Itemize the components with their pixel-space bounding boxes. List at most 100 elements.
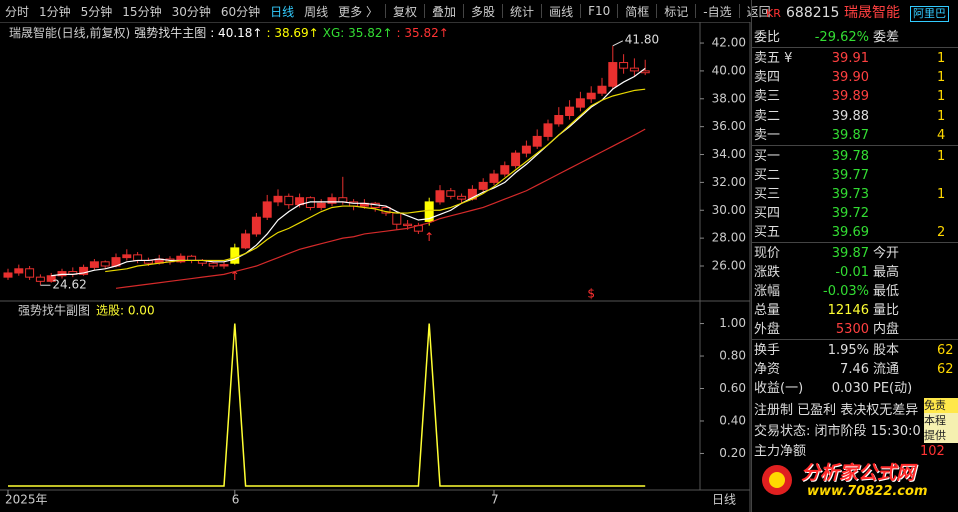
tool-button[interactable]: 统计 (510, 4, 535, 19)
period-tab[interactable]: 周线 (304, 4, 329, 19)
candle-body (219, 264, 229, 267)
quote-label: 委比 (754, 30, 781, 45)
quote-value: 39.87 (831, 128, 869, 143)
candle-body (187, 255, 197, 261)
quote-value: 7.46 (840, 362, 869, 377)
tool-button[interactable]: 叠加 (432, 4, 457, 19)
y-tick-label: 0.80 (719, 349, 746, 363)
quote-value: 1.95% (827, 343, 869, 358)
candle-body (35, 276, 45, 282)
separator (656, 4, 658, 18)
popup-line: 提供 (924, 429, 946, 442)
separator (541, 4, 543, 18)
divider (752, 47, 958, 48)
candle-body (284, 195, 294, 206)
quote-panel: KR 688215 瑞晟智能 阿里巴 委比 -29.62% 委差 卖五 ¥ 39.91 1… (751, 0, 958, 512)
candle-body (262, 201, 272, 218)
quote-value: 39.77 (831, 168, 869, 183)
candle-body (241, 233, 251, 249)
candle-body (3, 272, 13, 278)
logo (762, 465, 792, 495)
annotation-label: 24.62 (52, 278, 86, 292)
candle-body (327, 197, 337, 204)
quote-row: 净资 7.46 流通 62 (752, 360, 958, 379)
period-tab[interactable]: 日线 (270, 4, 295, 19)
tool-button[interactable]: 复权 (393, 4, 418, 19)
quote-header: KR 688215 瑞晟智能 阿里巴 (752, 4, 958, 23)
candle-body (230, 247, 240, 264)
quote-label: 买三 (754, 187, 781, 202)
period-tab[interactable]: 5分钟 (80, 4, 113, 19)
quote-row: 卖二 39.88 1 (752, 107, 958, 126)
sell-marker: $ (587, 287, 595, 301)
sub-indicator: 选股: 0.00 (96, 304, 155, 318)
quote-label: 今开 (873, 246, 900, 261)
period-tab[interactable]: 60分钟 (220, 4, 261, 19)
x-tick-label: 2025年 (5, 493, 48, 507)
quote-label: 1 (937, 109, 946, 124)
quote-value: -0.01 (835, 265, 869, 280)
candle-body (511, 152, 521, 167)
quote-label: 买二 (754, 168, 781, 183)
quote-value: 39.78 (831, 149, 869, 164)
tool-button[interactable]: 返回 (746, 4, 771, 19)
tool-button[interactable]: -自选 (703, 4, 732, 19)
x-tick-label: 6 (232, 493, 240, 507)
quote-label: 现价 (754, 246, 781, 261)
period-tab[interactable]: 分时 (5, 4, 30, 19)
note-text: 交易状态: 闭市阶段 15:30:0 (754, 424, 921, 439)
candle-body (14, 268, 24, 274)
flow-value: 102 (920, 444, 945, 459)
quote-label: 股本 (873, 343, 900, 358)
quote-label: 卖一 (754, 128, 781, 143)
separator (580, 4, 582, 18)
candle-body (424, 201, 434, 222)
x-tick-label: 7 (491, 493, 499, 507)
period-label: 日线 (712, 493, 736, 507)
quote-label: 1 (937, 70, 946, 85)
indicator-value: : 38.69↑ (266, 26, 318, 40)
quote-value: 39.73 (831, 187, 869, 202)
tool-button[interactable]: 画线 (549, 4, 574, 19)
annotation-label: 41.80 (625, 32, 659, 46)
period-tab[interactable]: 更多 〉 (338, 4, 378, 19)
candle-body (273, 195, 283, 203)
period-tab[interactable]: 30分钟 (171, 4, 211, 19)
candle-body (176, 255, 186, 263)
candle-body (629, 67, 639, 72)
tool-button[interactable]: 简框 (625, 4, 650, 19)
quote-row: 卖五 ¥ 39.91 1 (752, 49, 958, 68)
quote-value: 39.69 (831, 225, 869, 240)
tool-button[interactable]: F10 (588, 4, 611, 18)
y-tick-label: 0.60 (719, 381, 746, 395)
candle-body (316, 202, 326, 208)
quote-row: 买二 39.77 (752, 166, 958, 185)
y-tick-label: 30.00 (712, 203, 746, 217)
flow-label: 主力净额 (754, 444, 807, 459)
quote-label: 最高 (873, 265, 900, 280)
watermark-url: www.70822.com (807, 484, 928, 499)
tool-button[interactable]: 多股 (471, 4, 496, 19)
divider (752, 339, 958, 340)
quote-row: 现价 39.87 今开 (752, 244, 958, 263)
candle-body (478, 181, 488, 190)
quote-label: 1 (937, 51, 946, 66)
tool-button[interactable]: 标记 (664, 4, 689, 19)
period-tab[interactable]: 15分钟 (122, 4, 162, 19)
chart-area: 瑞晟智能(日线,前复权) 强势找牛主图: 40.18↑: 38.69↑ XG: 35… (0, 22, 751, 512)
quote-label: 1 (937, 187, 946, 202)
quote-row: 涨幅 -0.03% 最低 (752, 282, 958, 301)
y-tick-label: 0.40 (719, 413, 746, 427)
quote-label: 外盘 (754, 322, 781, 337)
popup[interactable]: 免责 本程 提供 (924, 398, 958, 443)
quote-label: 涨幅 (754, 284, 781, 299)
tag[interactable]: 阿里巴 (910, 6, 949, 22)
candle-body (543, 123, 553, 137)
candle-body (25, 268, 35, 278)
separator (502, 4, 504, 18)
candle-body (597, 85, 607, 94)
quote-label: 涨跌 (754, 265, 781, 280)
candle-body (575, 98, 585, 108)
period-tab[interactable]: 1分钟 (39, 4, 71, 19)
quote-value: -0.03% (823, 284, 869, 299)
